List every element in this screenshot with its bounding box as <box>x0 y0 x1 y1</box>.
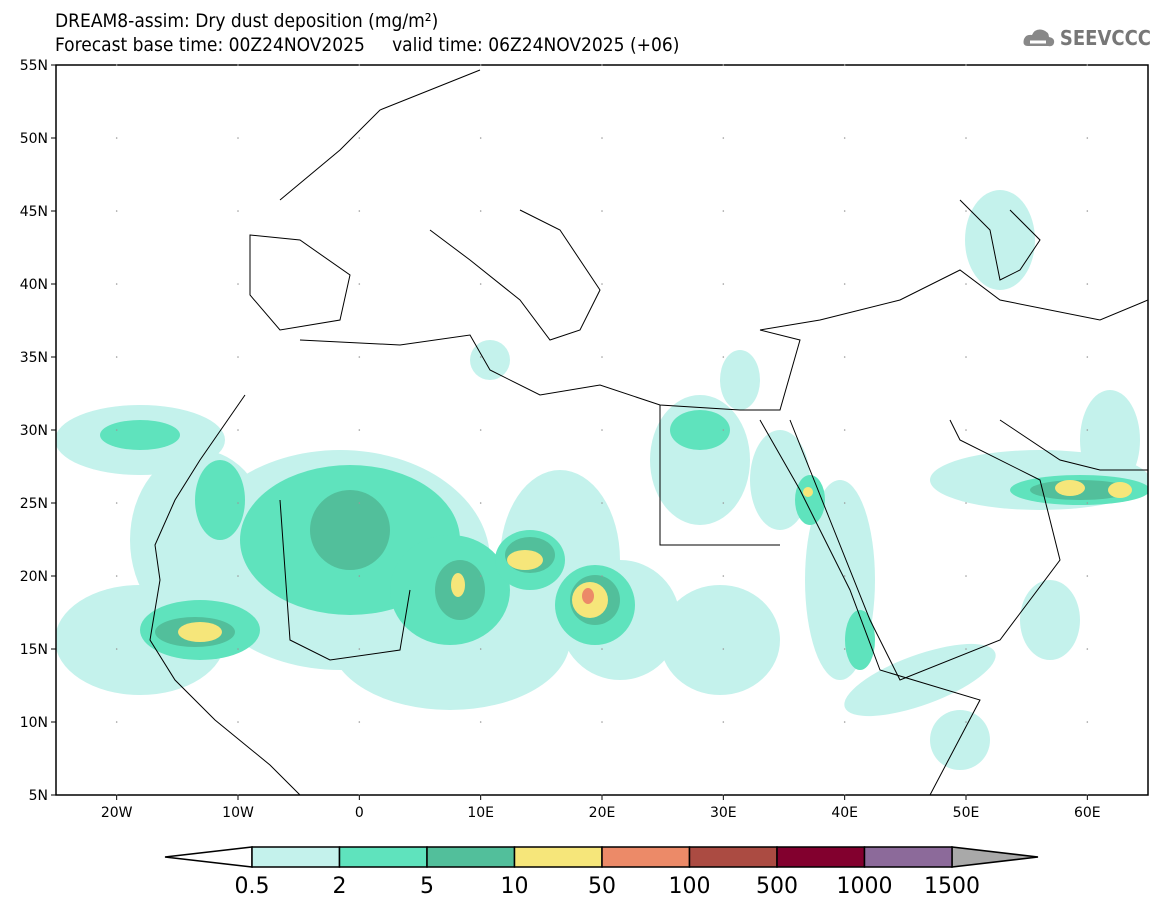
cloud-icon <box>1023 29 1055 47</box>
lat-label: 30N <box>20 423 48 439</box>
lat-label: 20N <box>20 569 48 585</box>
colorbar-label: 1500 <box>924 874 980 899</box>
colorbar-label: 2 <box>333 874 347 899</box>
colorbar-above-arrow <box>951 846 1039 868</box>
colorbar-label: 10 <box>501 874 529 899</box>
dust-level-50 <box>582 588 594 604</box>
colorbar-label: 0.5 <box>235 874 270 899</box>
lon-label: 40E <box>831 805 858 821</box>
forecast-times: Forecast base time: 00Z24NOV2025 valid t… <box>55 34 679 56</box>
logo-text: SEEVCCC <box>1059 26 1151 50</box>
lat-label: 5N <box>29 788 48 804</box>
map-title: DREAM8-assim: Dry dust deposition (mg/m²… <box>55 10 439 32</box>
colorbar-swatch <box>338 846 428 868</box>
lat-label: 40N <box>20 277 48 293</box>
colorbar-swatch <box>863 846 953 868</box>
colorbar: 0.5 2 5 10 50 100 500 1000 1500 <box>164 846 1039 899</box>
lat-label: 35N <box>20 350 48 366</box>
colorbar-label: 50 <box>588 874 616 899</box>
colorbar-swatch <box>513 846 603 868</box>
colorbar-label: 1000 <box>837 874 893 899</box>
seevccc-logo: SEEVCCC <box>1022 26 1151 50</box>
lon-label: 50E <box>953 805 980 821</box>
colorbar-swatch <box>251 846 341 868</box>
coastlines <box>149 69 1148 795</box>
colorbar-swatch <box>776 846 866 868</box>
base-time: Forecast base time: 00Z24NOV2025 <box>55 34 365 56</box>
lon-label: 20E <box>589 805 616 821</box>
lon-label: 10E <box>467 805 494 821</box>
valid-time: valid time: 06Z24NOV2025 (+06) <box>392 34 680 56</box>
lat-label: 10N <box>20 715 48 731</box>
lat-label: 15N <box>20 642 48 658</box>
dust-field <box>56 69 1148 795</box>
colorbar-swatch <box>688 846 778 868</box>
lon-label: 60E <box>1074 805 1101 821</box>
lat-label: 25N <box>20 496 48 512</box>
lat-label: 45N <box>20 204 48 220</box>
lat-label: 55N <box>20 58 48 74</box>
dust-level-2 <box>100 410 1148 670</box>
lon-label: 0 <box>355 805 364 821</box>
colorbar-swatch <box>601 846 691 868</box>
lon-label: 20W <box>101 805 133 821</box>
colorbar-below-arrow <box>164 846 253 868</box>
axis-labels: 55N 50N 45N 40N 35N 30N 25N 20N 15N 10N 5N 20W 10W 0 1… <box>20 58 1101 821</box>
lon-label: 30E <box>710 805 737 821</box>
colorbar-label: 5 <box>420 874 434 899</box>
lat-label: 50N <box>20 131 48 147</box>
colorbar-label: 100 <box>669 874 711 899</box>
lon-label: 10W <box>222 805 254 821</box>
colorbar-label: 500 <box>756 874 798 899</box>
colorbar-swatch <box>426 846 516 868</box>
